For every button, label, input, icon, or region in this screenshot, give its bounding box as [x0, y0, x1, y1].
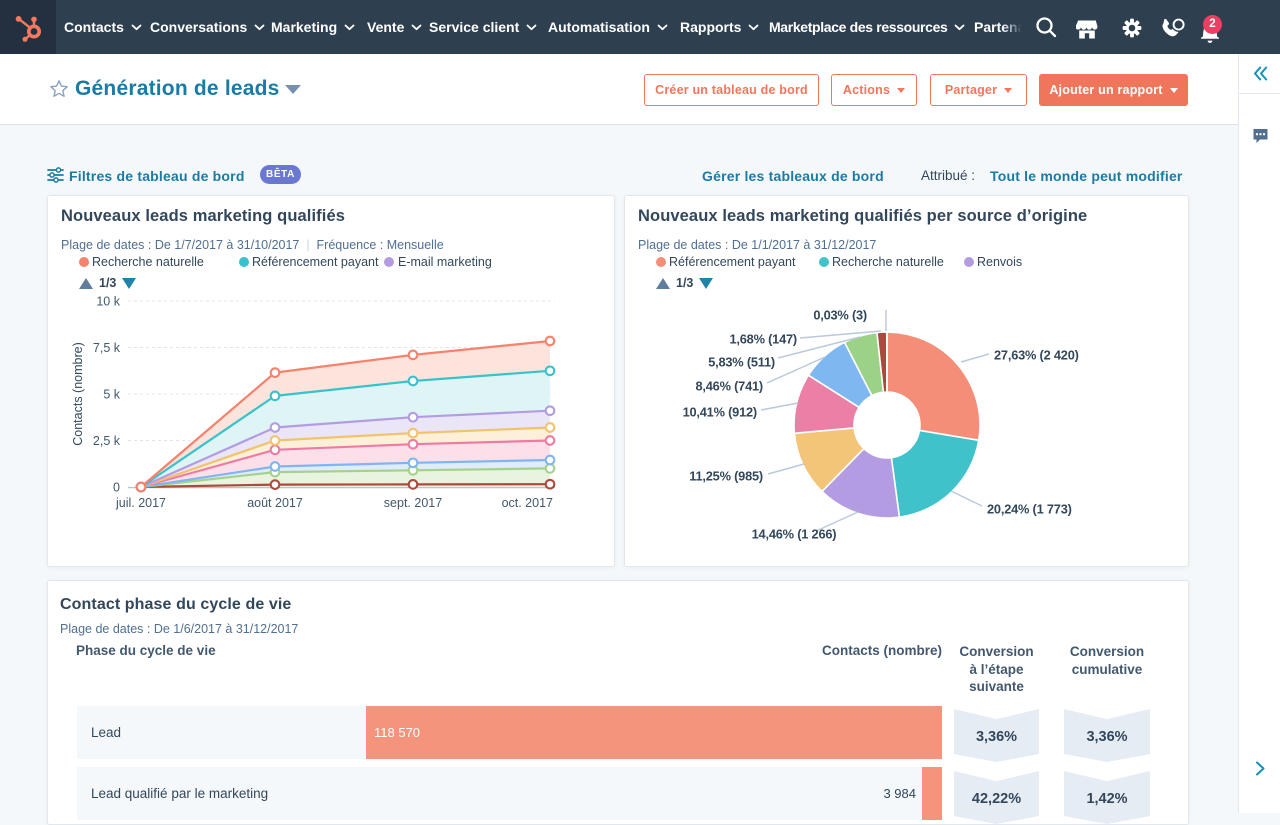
svg-text:2,5 k: 2,5 k [93, 434, 121, 448]
svg-text:0: 0 [113, 481, 120, 495]
svg-text:20,24% (1 773): 20,24% (1 773) [987, 502, 1072, 517]
svg-text:27,63% (2 420): 27,63% (2 420) [994, 348, 1079, 363]
svg-text:7,5 k: 7,5 k [93, 341, 121, 355]
svg-text:5,83% (511): 5,83% (511) [708, 355, 775, 370]
svg-text:oct. 2017: oct. 2017 [502, 496, 553, 510]
svg-text:10,41% (912): 10,41% (912) [683, 405, 757, 420]
svg-text:août 2017: août 2017 [247, 496, 303, 510]
svg-text:sept. 2017: sept. 2017 [384, 496, 442, 510]
svg-text:10 k: 10 k [96, 295, 120, 309]
svg-text:5 k: 5 k [103, 388, 120, 402]
svg-text:11,25% (985): 11,25% (985) [689, 469, 763, 484]
svg-text:1,68% (147): 1,68% (147) [729, 332, 797, 347]
svg-text:14,46% (1 266): 14,46% (1 266) [752, 527, 837, 542]
svg-text:juil. 2017: juil. 2017 [115, 496, 166, 510]
svg-text:0,03% (3): 0,03% (3) [813, 308, 867, 323]
svg-text:8,46% (741): 8,46% (741) [695, 379, 763, 394]
svg-text:Contacts (nombre): Contacts (nombre) [71, 342, 85, 446]
